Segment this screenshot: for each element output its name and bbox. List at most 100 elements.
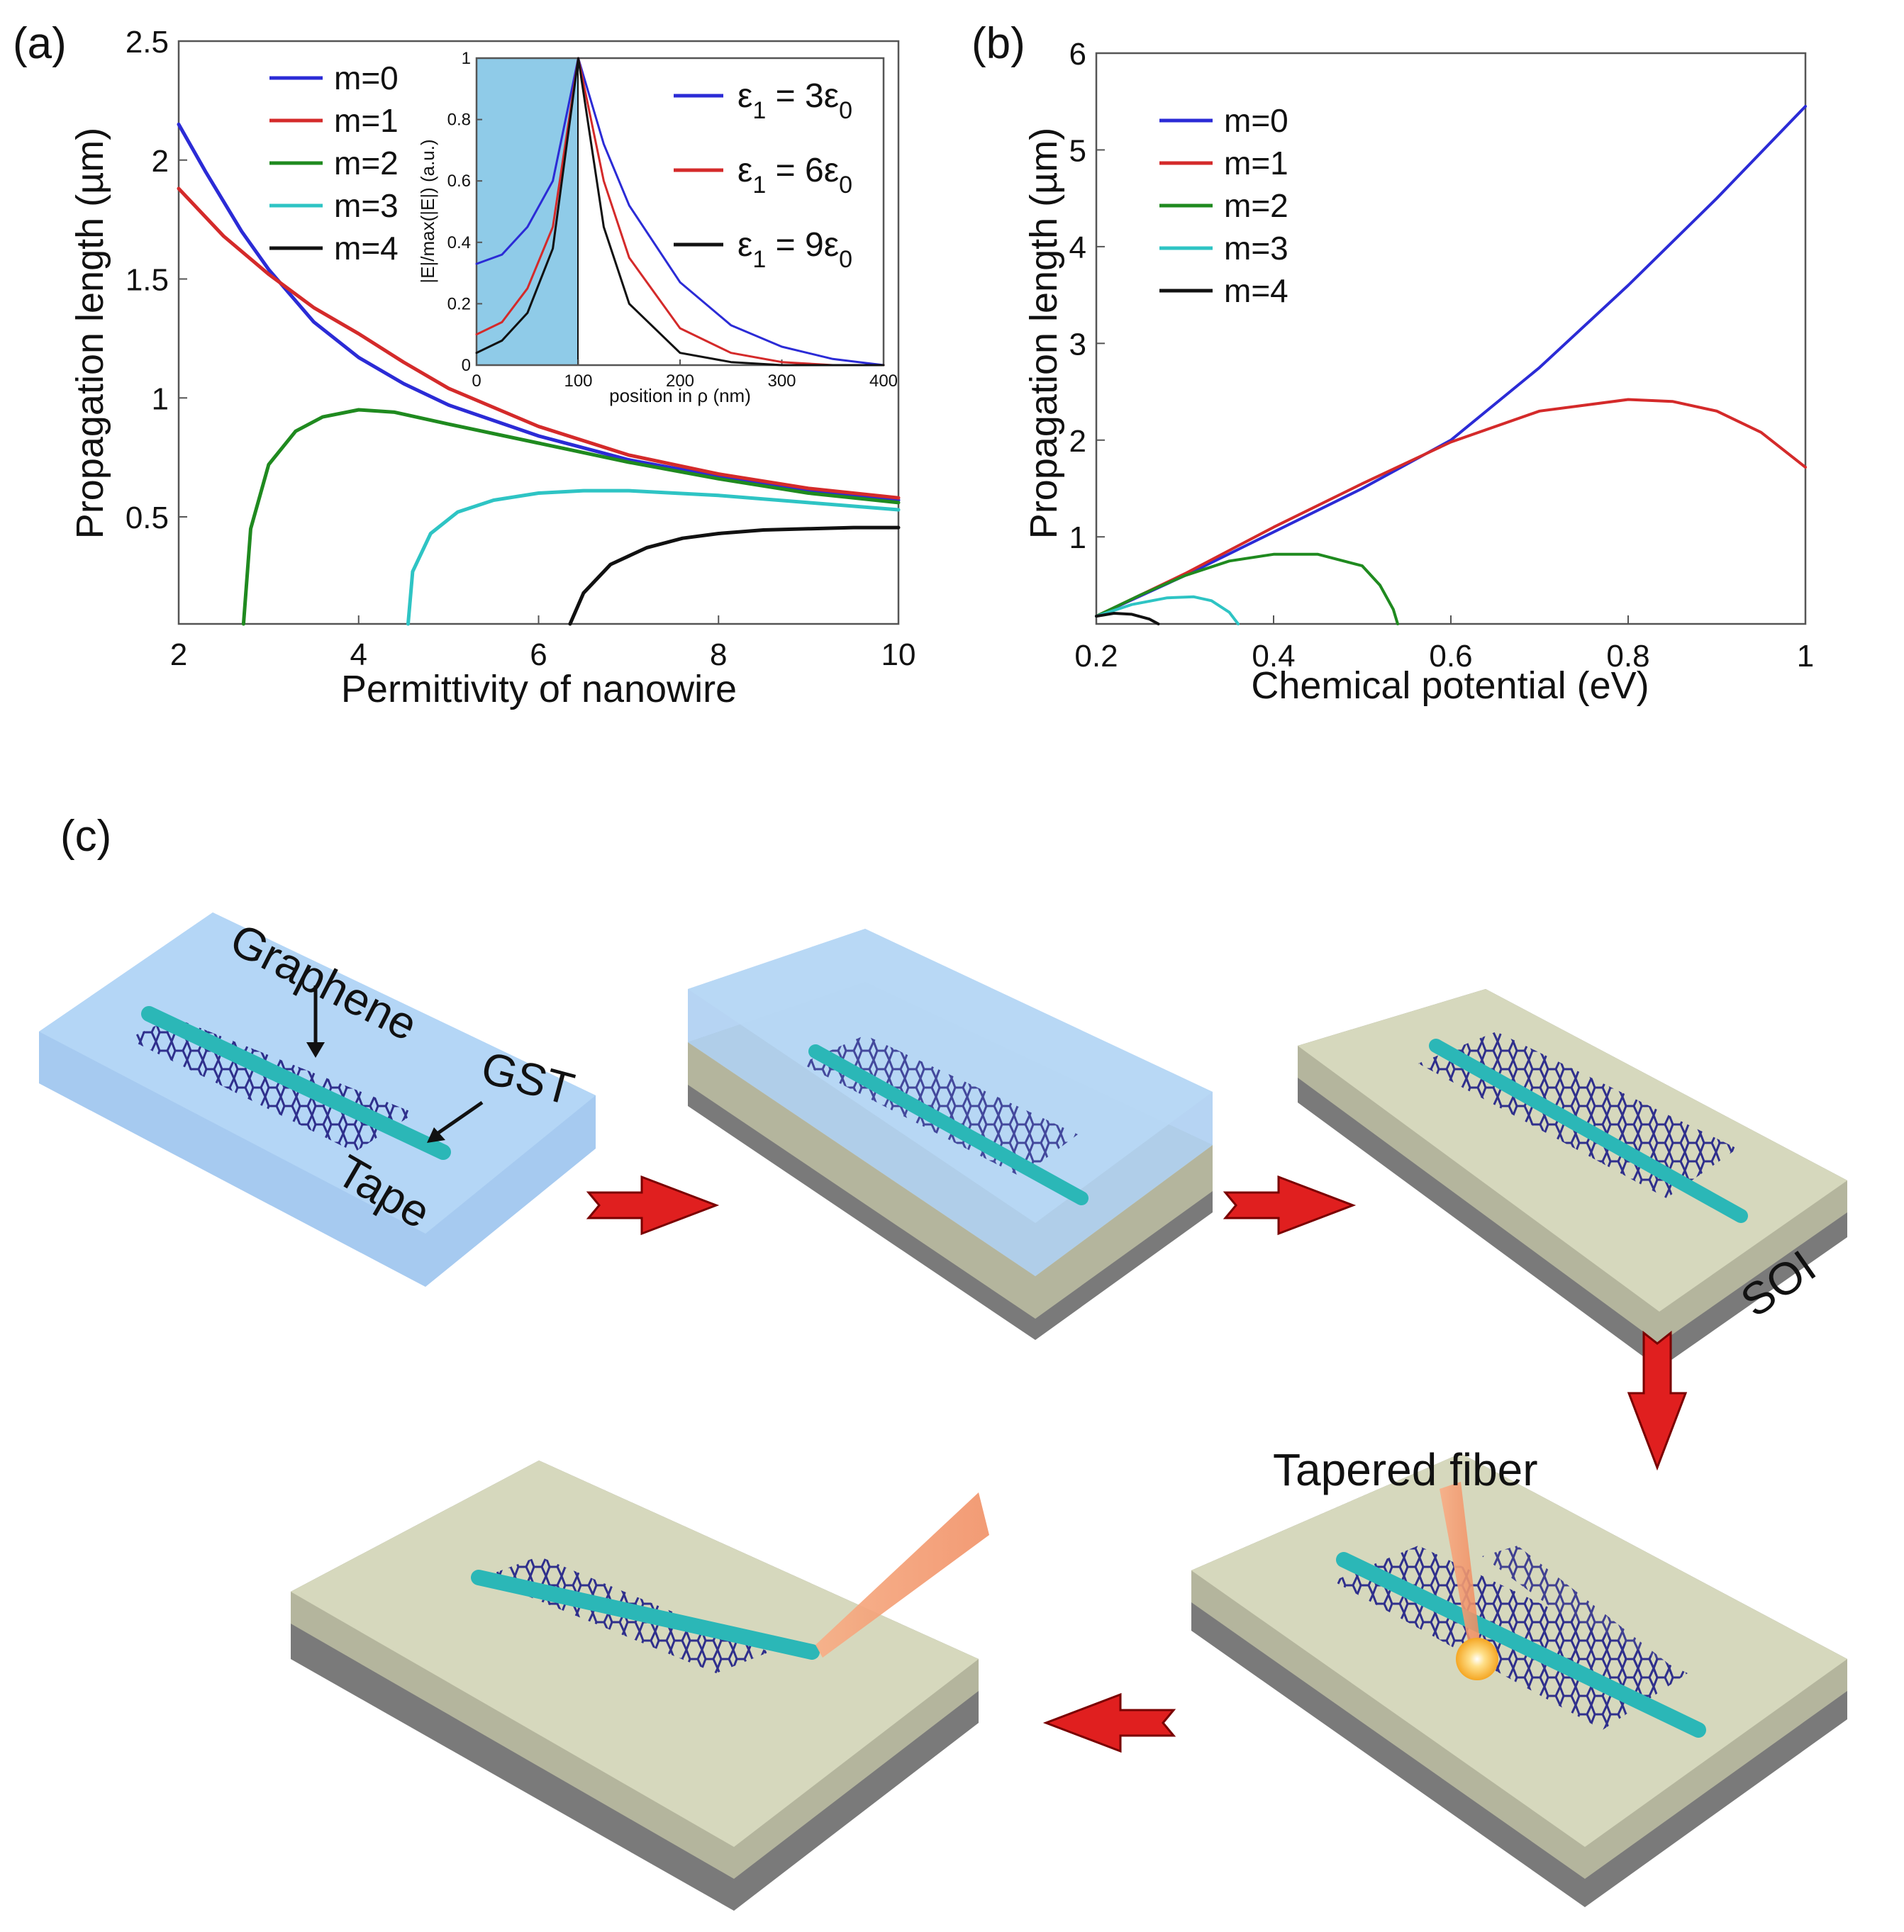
inset-ticks: 0 100 200 300 400 0 0.2 0.4 0.6 0.8 1 — [447, 49, 898, 391]
panel-b-ylabel: Propagation length (µm) — [1023, 128, 1065, 539]
legend-label-1: m=1 — [1224, 145, 1288, 182]
step-5-device — [291, 1461, 989, 1911]
inset-legend-label-1: ε1 = 6ε0 — [737, 152, 852, 199]
process-arrow-2 — [1223, 1175, 1357, 1236]
xtick-label: 0.6 — [1429, 639, 1472, 674]
series-line-2 — [241, 408, 901, 626]
series-line-0 — [1095, 105, 1807, 618]
legend-label-3: m=3 — [334, 187, 399, 224]
panel-a-ylabel: Propagation length (µm) — [69, 128, 111, 539]
series-line-1 — [475, 57, 885, 367]
process-arrow-3 — [1627, 1330, 1688, 1471]
panel-b-label: (b) — [972, 19, 1025, 68]
panel-a-label: (a) — [13, 19, 67, 68]
panel-a-chart: (a) 2 4 6 8 100.511.522.5 Permittivity of na… — [13, 19, 915, 710]
step-4-tapered-fiber: Tapered fiber — [1191, 1444, 1847, 1907]
ytick-label: 6 — [1069, 37, 1086, 72]
xtick-label: 10 — [881, 637, 916, 672]
panel-b-lines — [1095, 105, 1807, 625]
gst-pointer-arrowhead — [427, 1127, 445, 1143]
gst-nanowire-5 — [471, 1570, 820, 1660]
legend-label-3: m=3 — [1224, 230, 1288, 267]
inset-legend-label-0: ε1 = 3ε0 — [737, 77, 852, 124]
xtick-label: 0 — [472, 372, 481, 391]
ytick-label: 4 — [1069, 230, 1086, 265]
panel-b-ticks: 0.2 0.4 0.6 0.8 1 1 2 3 4 5 6 — [1069, 37, 1815, 674]
ytick-label: 2 — [152, 144, 169, 179]
ytick-label: 2 — [1069, 424, 1086, 459]
ytick-label: 1.5 — [126, 263, 169, 298]
process-arrow-4 — [1042, 1692, 1176, 1753]
gst-nanowire-1 — [141, 1006, 451, 1160]
panel-b-chart: (b) 0.2 0.4 0.6 0.8 1 1 2 3 4 5 6 Chemical potenti… — [972, 19, 1814, 707]
panel-c-label: (c) — [60, 812, 111, 861]
ytick-label: 0.6 — [447, 172, 471, 191]
panel-b-xlabel: Chemical potential (eV) — [1251, 664, 1649, 707]
legend-label-2: m=2 — [1224, 187, 1288, 224]
gst-nanowire-4 — [1336, 1552, 1706, 1738]
inset-lines — [475, 57, 885, 367]
ytick-label: 0.5 — [126, 501, 169, 535]
panel-a-xlabel: Permittivity of nanowire — [341, 668, 737, 710]
gst-pointer-arrow — [435, 1100, 484, 1137]
legend-label-0: m=0 — [1224, 102, 1288, 139]
ytick-label: 0 — [462, 356, 471, 375]
xtick-label: 0.2 — [1074, 639, 1118, 674]
xtick-label: 4 — [350, 637, 367, 672]
tapered-fiber-4 — [1440, 1482, 1482, 1660]
panel-a-ticks: 2 4 6 8 100.511.522.5 — [126, 25, 916, 672]
step-2-transfer — [688, 929, 1213, 1340]
ytick-label: 0.2 — [447, 294, 471, 313]
legend-label-4: m=4 — [1224, 272, 1288, 309]
tape-top — [39, 912, 596, 1234]
legend-label-1: m=1 — [334, 102, 399, 139]
ytick-label: 1 — [462, 49, 471, 68]
panel-a-legend: m=0 m=1 m=2 m=3 m=4 — [269, 60, 399, 267]
laser-spot — [1456, 1638, 1498, 1680]
series-line-0 — [177, 122, 901, 502]
xtick-label: 100 — [564, 372, 592, 391]
series-line-3 — [1095, 595, 1240, 625]
xtick-label: 200 — [666, 372, 694, 391]
series-line-2 — [475, 57, 885, 367]
xtick-label: 6 — [530, 637, 547, 672]
gst-nanowire-3 — [1429, 1039, 1748, 1223]
ytick-label: 1 — [1069, 520, 1086, 555]
legend-label-2: m=2 — [334, 145, 399, 182]
substrate-5-top — [291, 1461, 979, 1847]
xtick-label: 8 — [710, 637, 727, 672]
inset-dielectric-region — [476, 57, 579, 366]
series-line-2 — [1095, 552, 1399, 625]
ytick-label: 0.4 — [447, 233, 471, 252]
series-line-1 — [1095, 398, 1807, 618]
inset-ylabel: |E|/max(|E|) (a.u.) — [417, 139, 438, 283]
ytick-label: 0.8 — [447, 111, 471, 130]
xtick-label: 1 — [1797, 639, 1814, 674]
graphene-pointer-arrowhead — [306, 1042, 325, 1058]
tapered-fiber-5 — [815, 1492, 989, 1658]
ytick-label: 5 — [1069, 133, 1086, 168]
panel-a-lines — [177, 122, 901, 626]
process-arrow-1 — [586, 1175, 720, 1236]
xtick-label: 0.8 — [1606, 639, 1649, 674]
tapered-fiber-label: Tapered fiber — [1273, 1444, 1538, 1495]
ytick-label: 3 — [1069, 327, 1086, 362]
graphene-sheet-1 — [128, 1017, 415, 1152]
step-3-soi: SOI — [1298, 989, 1847, 1368]
xtick-label: 2 — [170, 637, 187, 672]
ytick-label: 1 — [152, 381, 169, 416]
panel-b-legend: m=0 m=1 m=2 m=3 m=4 — [1159, 102, 1288, 309]
series-line-4 — [568, 525, 901, 626]
series-line-3 — [406, 488, 901, 626]
legend-label-4: m=4 — [334, 230, 399, 267]
xtick-label: 0.4 — [1252, 639, 1295, 674]
graphene-sheet-2 — [801, 1035, 1078, 1177]
series-line-0 — [475, 57, 885, 367]
graphene-sheet-4b — [1482, 1546, 1681, 1677]
panel-b-axes-frame — [1095, 52, 1807, 625]
inset-xlabel: position in ρ (nm) — [609, 385, 751, 406]
panel-c-diagram: (c) Graphene GST Tape — [39, 812, 1847, 1911]
panel-a-inset: 0 100 200 300 400 0 0.2 0.4 0.6 0.8 1 position in … — [417, 49, 898, 406]
series-line-1 — [177, 186, 901, 500]
